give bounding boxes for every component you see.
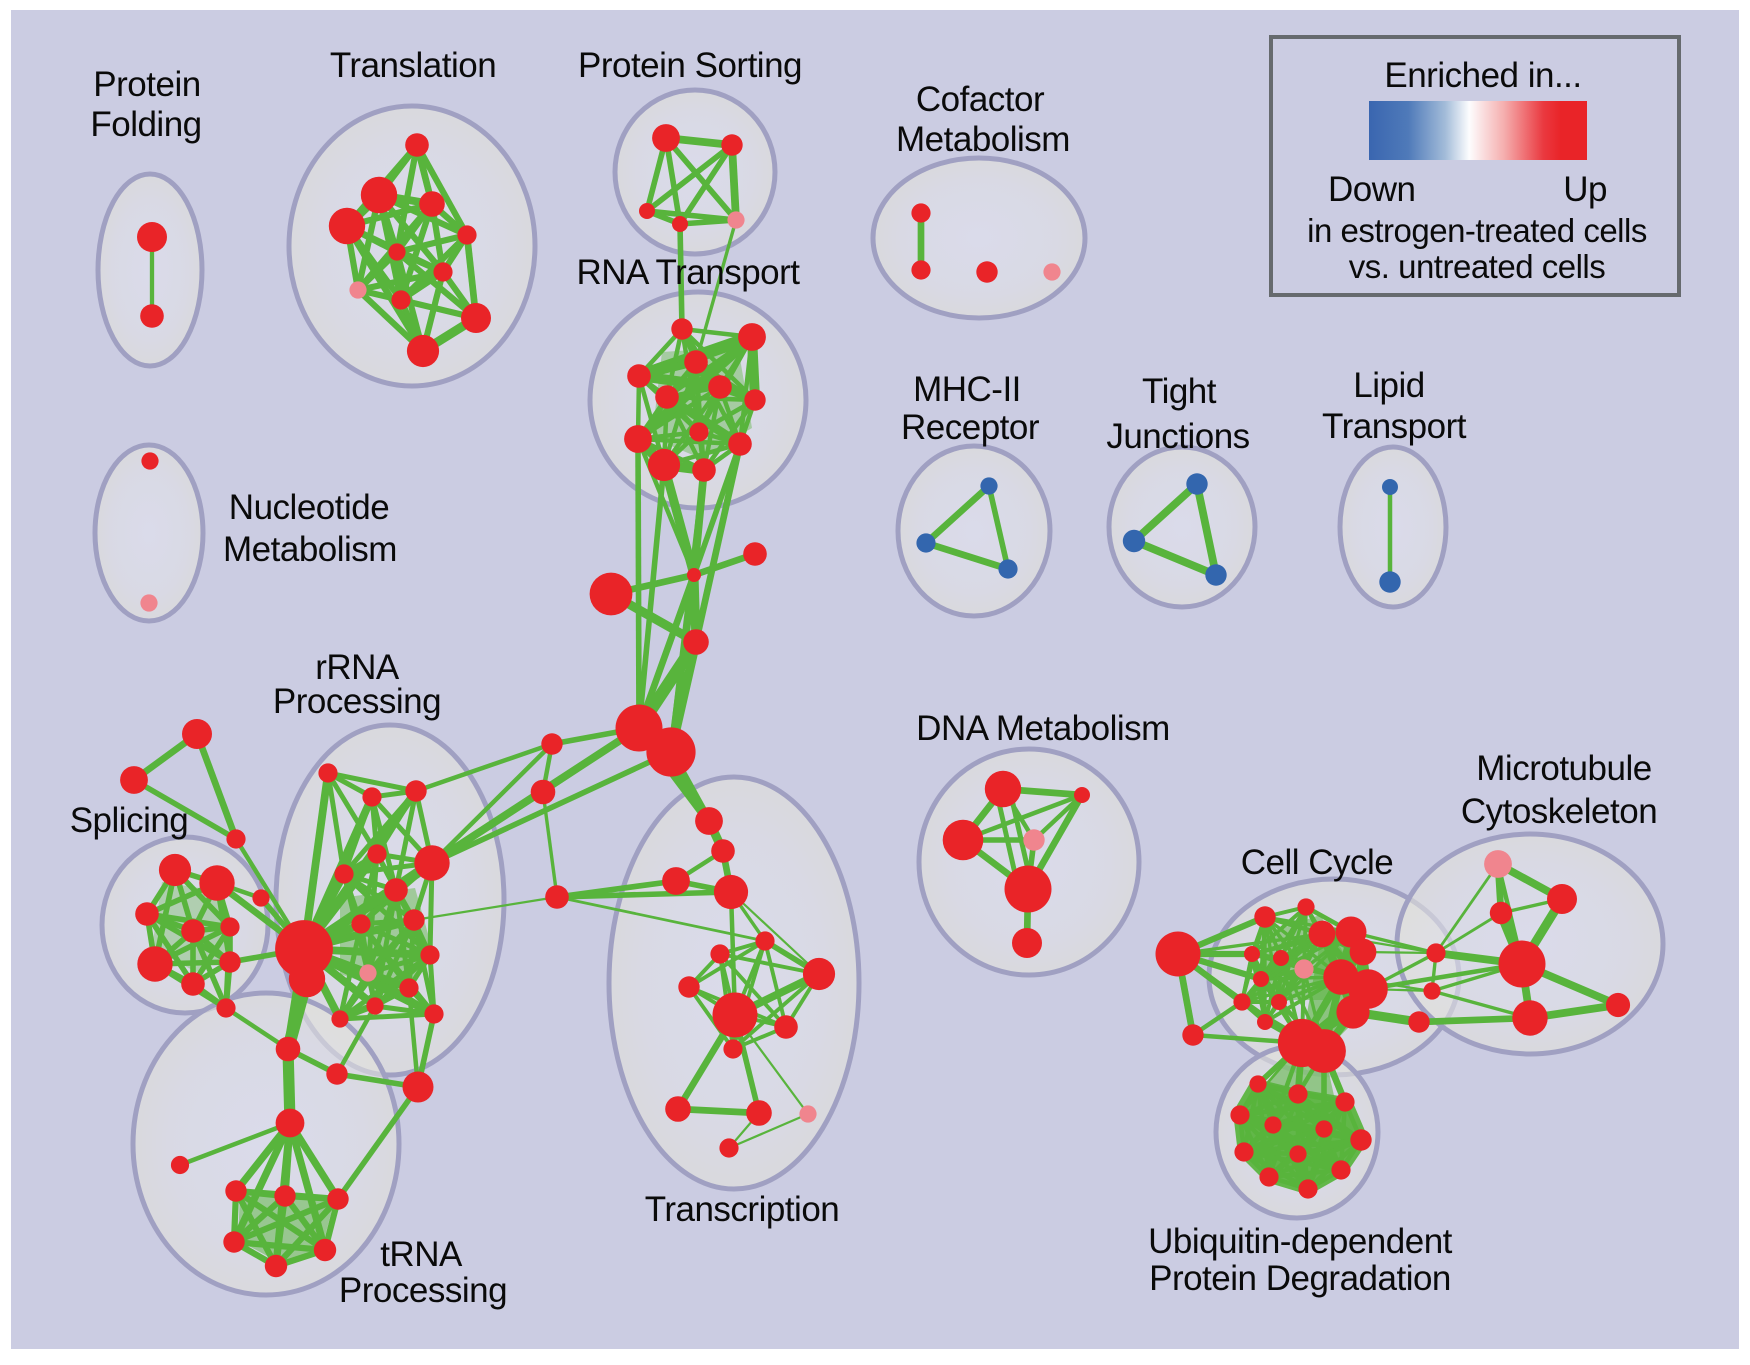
svg-text:RNA Transport: RNA Transport xyxy=(576,253,800,292)
svg-text:Processing: Processing xyxy=(273,682,441,721)
svg-text:Folding: Folding xyxy=(90,105,201,144)
svg-text:in estrogen-treated cells: in estrogen-treated cells xyxy=(1307,212,1647,249)
svg-text:MHC-II: MHC-II xyxy=(913,370,1021,409)
svg-text:Microtubule: Microtubule xyxy=(1476,749,1651,788)
svg-text:Protein Sorting: Protein Sorting xyxy=(578,46,802,85)
svg-text:Up: Up xyxy=(1563,170,1607,209)
svg-text:Metabolism: Metabolism xyxy=(223,530,397,569)
svg-text:Junctions: Junctions xyxy=(1106,417,1249,456)
svg-text:vs. untreated cells: vs. untreated cells xyxy=(1349,248,1605,285)
svg-text:tRNA: tRNA xyxy=(380,1235,463,1274)
svg-text:Down: Down xyxy=(1328,170,1415,209)
svg-text:Protein Degradation: Protein Degradation xyxy=(1149,1259,1451,1298)
svg-text:Translation: Translation xyxy=(330,46,496,85)
svg-text:Enriched in...: Enriched in... xyxy=(1384,56,1581,95)
svg-text:Processing: Processing xyxy=(339,1271,507,1310)
svg-text:Ubiquitin-dependent: Ubiquitin-dependent xyxy=(1148,1222,1453,1261)
svg-text:rRNA: rRNA xyxy=(315,648,400,687)
svg-text:Nucleotide: Nucleotide xyxy=(229,488,389,527)
svg-text:Metabolism: Metabolism xyxy=(896,120,1070,159)
svg-text:Cell Cycle: Cell Cycle xyxy=(1241,843,1394,882)
svg-text:DNA Metabolism: DNA Metabolism xyxy=(916,709,1170,748)
svg-text:Cytoskeleton: Cytoskeleton xyxy=(1461,792,1657,831)
svg-text:Splicing: Splicing xyxy=(70,801,189,840)
svg-text:Tight: Tight xyxy=(1142,372,1217,411)
svg-text:Cofactor: Cofactor xyxy=(916,80,1045,119)
svg-text:Receptor: Receptor xyxy=(901,408,1040,447)
svg-text:Transcription: Transcription xyxy=(645,1190,840,1229)
svg-text:Transport: Transport xyxy=(1322,407,1467,446)
svg-text:Protein: Protein xyxy=(93,65,200,104)
svg-text:Lipid: Lipid xyxy=(1353,366,1424,405)
